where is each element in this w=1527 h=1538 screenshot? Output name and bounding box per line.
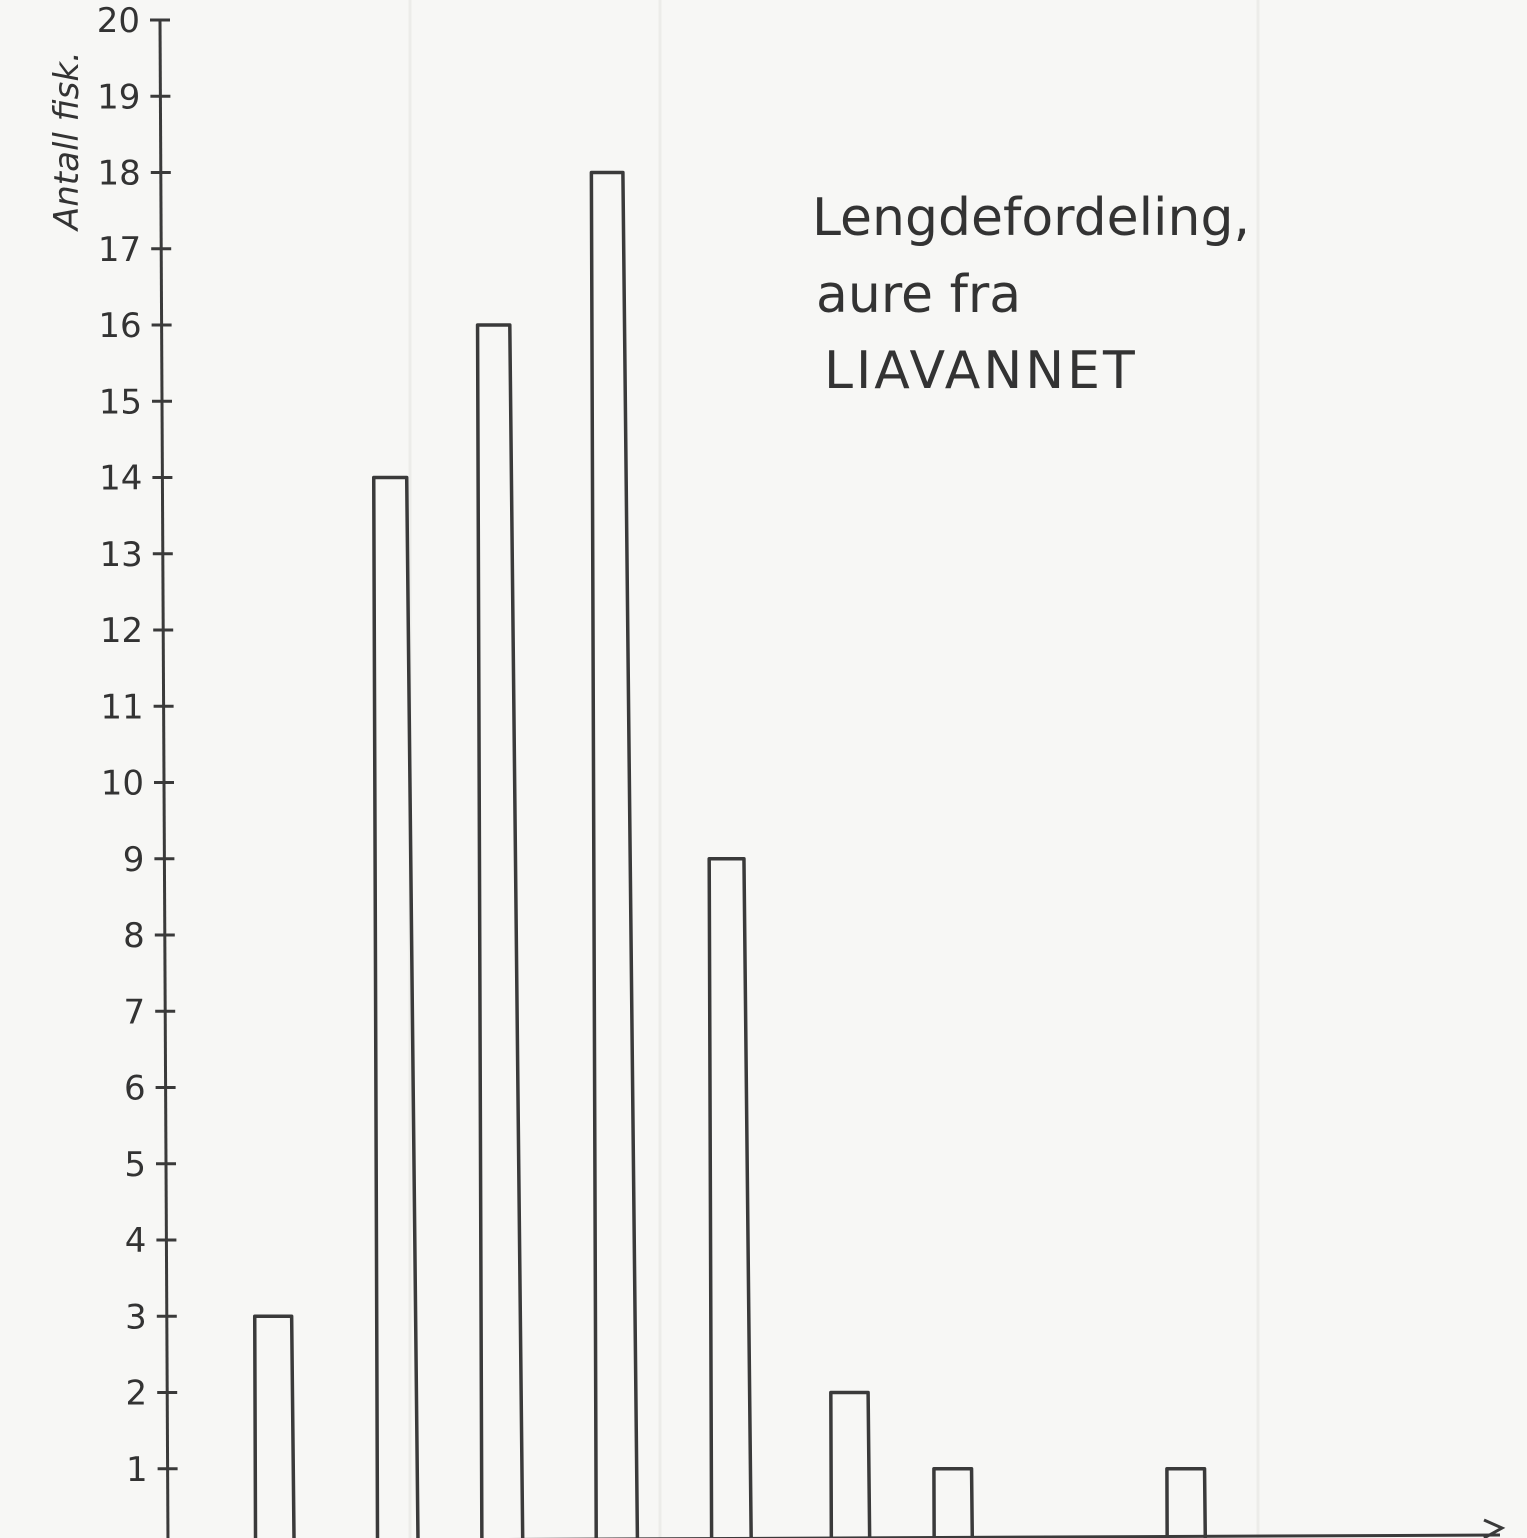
y-tick-label: 11 [100,687,143,727]
chart-title: Lengdefordeling, aure fra LIAVANNET [812,188,1250,401]
y-axis-label: Antall fisk. [47,51,87,232]
y-tick-label: 18 [98,154,141,194]
title-line-3: LIAVANNET [824,341,1138,401]
y-tick-label: 1 [126,1450,148,1490]
y-tick-label: 6 [124,1069,146,1109]
y-tick-label: 4 [125,1221,147,1261]
y-tick-label: 5 [124,1145,146,1185]
y-tick-label: 2 [126,1374,148,1414]
title-line-1: Lengdefordeling, [812,188,1250,248]
y-tick-label: 10 [101,764,144,804]
bar [478,325,523,1538]
bar [709,859,751,1538]
y-tick-label: 3 [125,1297,147,1337]
title-line-2: aure fra [816,265,1021,325]
bar [1167,1469,1205,1538]
bar [831,1393,870,1538]
x-axis [168,1520,1502,1538]
y-tick-label: 15 [99,382,142,422]
y-tick-label: 14 [99,459,142,499]
y-tick-label: 8 [123,916,145,956]
y-tick-label: 9 [123,840,145,880]
y-tick-label: 7 [124,992,146,1032]
y-tick-label: 17 [98,230,141,270]
y-tick-label: 12 [100,611,143,651]
bar [591,173,637,1538]
y-tick-label: 19 [97,77,140,117]
y-tick-label: 16 [98,306,141,346]
y-tick-label: 20 [97,1,140,41]
y-tick-label: 13 [100,535,143,575]
bar [255,1316,294,1538]
bar [934,1469,972,1538]
